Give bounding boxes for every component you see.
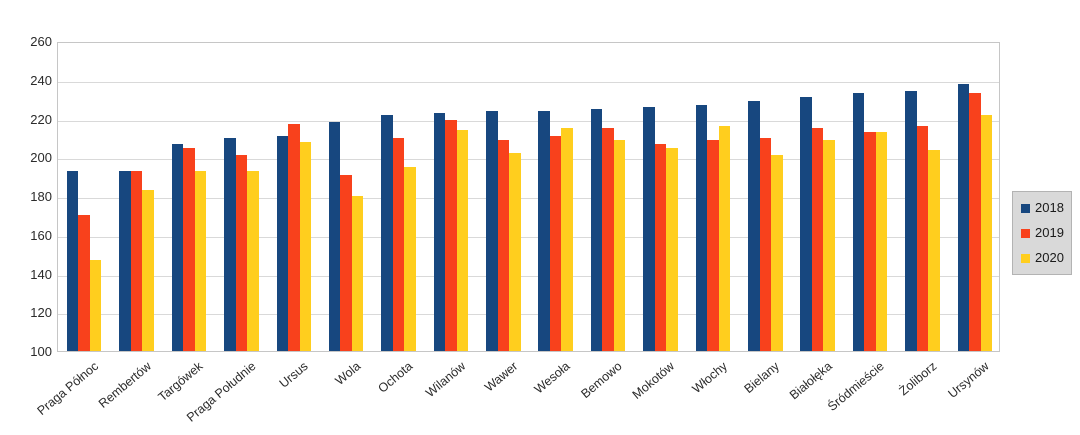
x-label-wola: Wola <box>332 359 364 388</box>
bar-2020-mokotów <box>666 147 678 351</box>
bar-2018-wola <box>328 122 341 351</box>
gridline-180 <box>58 198 999 199</box>
bar-2018-białołęka <box>800 97 812 351</box>
bar-2018-bemowo <box>590 108 603 351</box>
bar-2020-żoliborz <box>928 149 940 351</box>
bar-2020-ursus <box>299 141 311 351</box>
bar-2018-wesoła <box>538 110 550 351</box>
bar-2018-praga-północ <box>66 170 79 351</box>
bar-2019-wawer <box>497 139 510 351</box>
bar-2020-ochota <box>404 166 416 351</box>
bar-2018-bielany <box>748 101 760 351</box>
bar-2019-ochota <box>392 137 405 351</box>
legend-item-2019: 2019 <box>1021 225 1065 241</box>
bar-2020-praga-południe <box>247 170 259 351</box>
bar-2019-białołęka <box>811 128 824 351</box>
bar-2019-mokotów <box>654 143 667 351</box>
bar-2019-włochy <box>707 139 719 351</box>
gridline-140 <box>58 275 999 277</box>
bar-2020-targówek <box>194 170 207 351</box>
bar-2020-włochy <box>718 126 731 351</box>
gridline-240 <box>58 81 999 83</box>
x-label-włochy: Włochy <box>689 359 730 397</box>
bar-2018-targówek <box>171 143 184 351</box>
x-label-śródmieście: Śródmieście <box>825 359 888 414</box>
x-label-bielany: Bielany <box>741 359 783 397</box>
bar-2019-wilanów <box>445 120 457 351</box>
bar-2018-mokotów <box>643 106 655 351</box>
gridline-200 <box>58 159 999 161</box>
x-label-wawer: Wawer <box>481 359 521 395</box>
x-label-ochota: Ochota <box>375 359 416 396</box>
bar-2020-bielany <box>771 155 783 351</box>
y-tick-label-160: 160 <box>30 227 52 243</box>
bar-2018-praga-południe <box>224 137 236 351</box>
x-label-ursus: Ursus <box>276 359 311 391</box>
plot-area <box>57 42 1000 352</box>
bar-2018-żoliborz <box>905 91 917 351</box>
legend-swatch-2020 <box>1021 253 1030 263</box>
bar-2019-ursus <box>288 124 300 351</box>
y-tick-label-260: 260 <box>30 34 52 49</box>
x-label-białołęka: Białołęka <box>786 359 835 403</box>
bar-2019-praga-północ <box>78 215 90 351</box>
legend-item-2018: 2018 <box>1021 200 1065 216</box>
bar-2018-ursynów <box>957 83 970 351</box>
x-label-praga-północ: Praga Północ <box>34 359 102 418</box>
x-label-bemowo: Bemowo <box>578 359 626 401</box>
bar-2020-białołęka <box>823 139 835 351</box>
legend-item-2020: 2020 <box>1021 250 1065 266</box>
bar-2019-śródmieście <box>864 132 876 351</box>
bar-2020-rembertów <box>142 190 154 351</box>
bar-2020-śródmieście <box>875 132 888 351</box>
bar-2019-wesoła <box>549 135 562 351</box>
bar-2020-bemowo <box>613 139 626 351</box>
bar-2018-włochy <box>695 104 708 351</box>
legend-label-2020: 2020 <box>1035 250 1064 265</box>
bar-2018-rembertów <box>119 170 131 351</box>
y-tick-label-200: 200 <box>30 150 52 166</box>
bar-2020-wilanów <box>456 130 469 351</box>
y-tick-label-140: 140 <box>30 266 52 282</box>
bar-2019-żoliborz <box>916 126 929 351</box>
gridline-220 <box>58 120 999 122</box>
y-tick-label-220: 220 <box>30 111 52 127</box>
legend-swatch-2018 <box>1021 203 1030 213</box>
y-tick-label-120: 120 <box>30 305 52 321</box>
y-tick-label-100: 100 <box>30 344 52 359</box>
bar-2019-ursynów <box>969 93 981 351</box>
bar-2019-wola <box>340 174 352 351</box>
bar-2020-wola <box>351 196 364 351</box>
gridline-120 <box>58 314 999 316</box>
y-tick-label-180: 180 <box>30 189 52 204</box>
legend-swatch-2019 <box>1021 228 1030 238</box>
y-tick-label-240: 240 <box>30 72 52 88</box>
bar-2019-bemowo <box>602 128 614 351</box>
bar-2019-bielany <box>759 137 771 351</box>
bar-2019-praga-południe <box>235 155 248 351</box>
legend-label-2019: 2019 <box>1035 225 1064 240</box>
gridline-160 <box>58 236 999 238</box>
x-label-targówek: Targówek <box>156 359 206 405</box>
legend: 2018 2019 2020 <box>1012 191 1072 275</box>
bar-2018-śródmieście <box>852 93 865 351</box>
bar-2018-wilanów <box>433 112 446 351</box>
x-label-wesoła: Wesoła <box>531 359 573 397</box>
bar-2020-praga-północ <box>89 259 102 351</box>
x-label-rembertów: Rembertów <box>95 359 154 411</box>
bar-2020-wawer <box>509 153 521 351</box>
legend-label-2018: 2018 <box>1035 200 1064 215</box>
x-label-mokotów: Mokotów <box>630 359 678 402</box>
x-label-żoliborz: Żoliborz <box>896 359 940 399</box>
bar-2020-wesoła <box>561 128 573 351</box>
x-label-ursynów: Ursynów <box>945 359 992 401</box>
bar-2018-wawer <box>486 110 498 351</box>
bar-2019-rembertów <box>130 170 143 351</box>
bar-2020-ursynów <box>980 114 993 351</box>
bar-2019-targówek <box>183 147 195 351</box>
bar-2018-ochota <box>381 114 393 351</box>
bar-2018-ursus <box>276 135 288 351</box>
x-label-wilanów: Wilanów <box>422 359 468 401</box>
